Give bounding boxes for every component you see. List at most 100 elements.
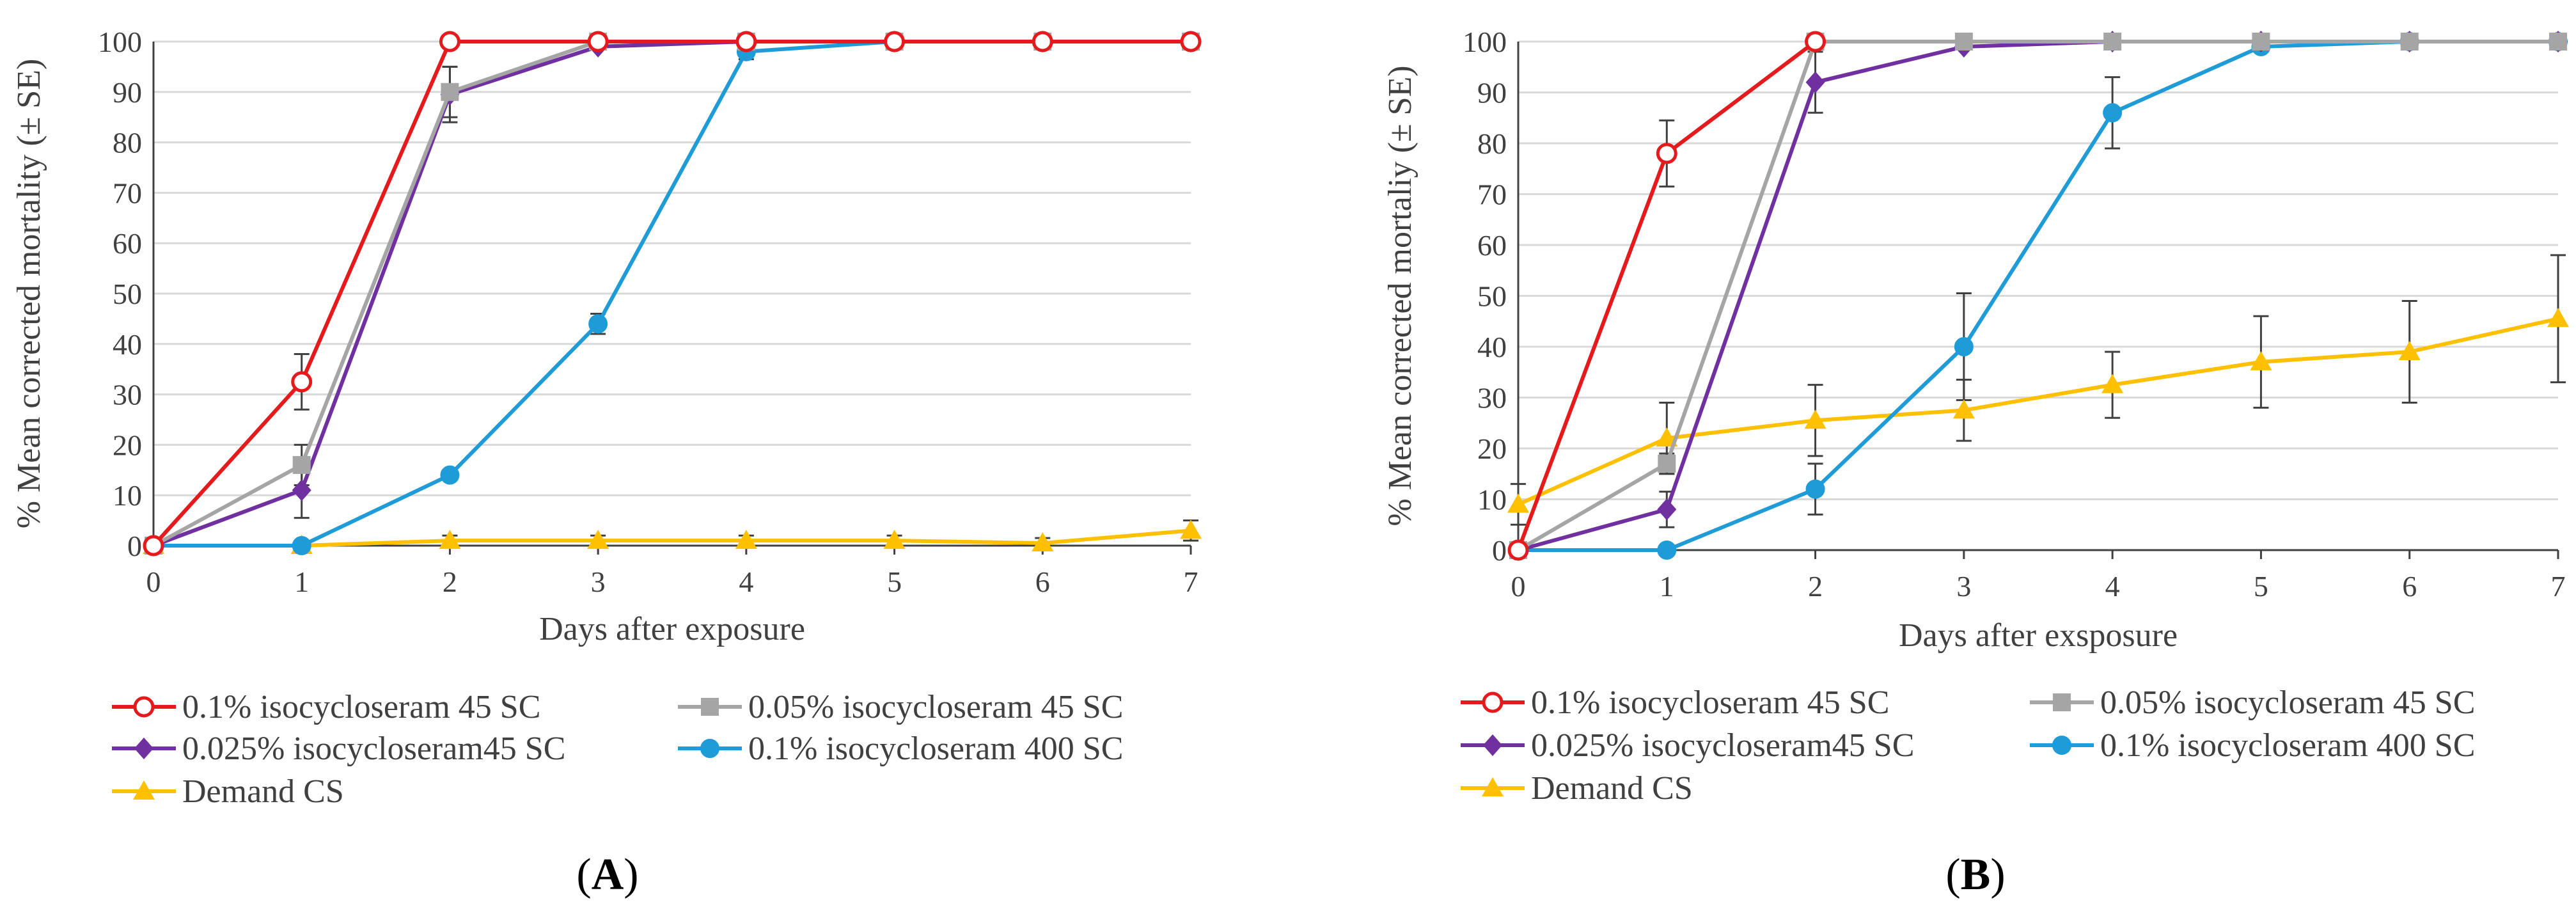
chart-b-legend-item-0-05-isocycloseram-45-sc: 0.05% isocycloseram 45 SC bbox=[2030, 684, 2475, 721]
chart-a-point-0-1-isocycloseram-45-sc-5 bbox=[884, 31, 906, 52]
chart-a-legend-marker-0-1-isocycloseram-45-sc bbox=[133, 696, 155, 718]
chart-b-xtick-7: 7 bbox=[2551, 570, 2566, 603]
chart-b-point-0-05-isocycloseram-45-sc-4 bbox=[2103, 33, 2122, 51]
chart-b-legend-item-0-025-isocycloseram45-sc: 0.025% isocycloseram45 SC bbox=[1461, 727, 1914, 764]
chart-a-panel-label: (A) bbox=[576, 850, 638, 899]
chart-b-xtick-5: 5 bbox=[2254, 570, 2268, 603]
chart-a-grid bbox=[153, 40, 1191, 496]
chart-b-ytick-0: 0 bbox=[1492, 534, 1507, 567]
chart-a-xtick-5: 5 bbox=[887, 565, 902, 598]
chart-b-grid bbox=[1518, 40, 2558, 500]
chart-a-ytick-20: 20 bbox=[113, 429, 142, 461]
chart-panel-b: 0 10 20 30 40 50 60 70 80 90 100 0 1 2 3 4 5 6 7 Days after… bbox=[1288, 0, 2576, 913]
chart-a-point-demand-cs-5 bbox=[883, 530, 906, 549]
chart-b-point-0-05-isocycloseram-45-sc-7 bbox=[2549, 33, 2567, 51]
chart-a-xtick-6: 6 bbox=[1035, 565, 1050, 598]
chart-a-point-0-1-isocycloseram-45-sc-4 bbox=[735, 31, 757, 52]
chart-a-ytick-0: 0 bbox=[127, 530, 142, 562]
chart-a-point-0-05-isocycloseram-45-sc-1 bbox=[292, 455, 311, 474]
chart-b-point-0-1-isocycloseram-400-sc-2 bbox=[1805, 479, 1825, 499]
chart-a-point-demand-cs-6 bbox=[1032, 532, 1054, 552]
chart-b-point-demand-cs-2 bbox=[1804, 409, 1826, 429]
chart-b-legend-label-0-025-isocycloseram45-sc: 0.025% isocycloseram45 SC bbox=[1531, 727, 1914, 764]
chart-a-point-0-1-isocycloseram-400-sc-1 bbox=[292, 536, 311, 555]
chart-b-ytick-20: 20 bbox=[1477, 432, 1507, 465]
chart-b-ytick-90: 90 bbox=[1477, 77, 1507, 109]
chart-b-legend-label-0-1-isocycloseram-45-sc: 0.1% isocycloseram 45 SC bbox=[1531, 684, 1889, 721]
chart-b-point-0-025-isocycloseram45-sc-2 bbox=[1805, 71, 1825, 93]
chart-a-xtick-4: 4 bbox=[739, 565, 753, 598]
chart-a-legend-item-demand-cs: Demand CS bbox=[112, 773, 344, 810]
chart-b-xtick-4: 4 bbox=[2105, 570, 2120, 603]
chart-a-point-0-1-isocycloseram-45-sc-2 bbox=[439, 31, 460, 52]
chart-b-ytick-10: 10 bbox=[1477, 484, 1507, 516]
chart-a-legend-marker-0-025-isocycloseram45-sc bbox=[134, 738, 153, 759]
chart-b-ylabel: % Mean corrected mortaliy (± SE) bbox=[1382, 65, 1418, 526]
chart-b-ytick-50: 50 bbox=[1477, 280, 1507, 313]
chart-a-xtick-3: 3 bbox=[591, 565, 606, 598]
chart-b-ytick-70: 70 bbox=[1477, 178, 1507, 211]
chart-b-point-0-1-isocycloseram-400-sc-1 bbox=[1657, 541, 1677, 560]
chart-a-legend-item-0-025-isocycloseram45-sc: 0.025% isocycloseram45 SC bbox=[112, 730, 565, 767]
chart-a-xlabel: Days after exposure bbox=[539, 611, 805, 647]
chart-b-legend-label-0-05-isocycloseram-45-sc: 0.05% isocycloseram 45 SC bbox=[2100, 684, 2475, 721]
chart-a-point-0-1-isocycloseram-400-sc-3 bbox=[588, 314, 608, 334]
chart-a-point-demand-cs-7 bbox=[1180, 519, 1202, 539]
chart-b-point-demand-cs-5 bbox=[2250, 351, 2272, 370]
chart-a-ytick-10: 10 bbox=[113, 479, 142, 512]
chart-b-legend: 0.1% isocycloseram 45 SC 0.05% isocyclose… bbox=[1461, 684, 2475, 807]
chart-b-legend-marker-0-1-isocycloseram-45-sc bbox=[1482, 691, 1504, 713]
chart-b-ytick-30: 30 bbox=[1477, 382, 1507, 415]
chart-a-line-0-1-isocycloseram-45-sc bbox=[152, 40, 1191, 548]
chart-b-xtick-0: 0 bbox=[1511, 570, 1526, 603]
chart-a-ytick-80: 80 bbox=[113, 127, 142, 159]
chart-b-point-demand-cs-0 bbox=[1507, 493, 1529, 513]
chart-b-point-0-05-isocycloseram-45-sc-3 bbox=[1954, 33, 1973, 51]
chart-b-legend-marker-0-025-isocycloseram45-sc bbox=[1483, 734, 1502, 756]
chart-b-legend-label-demand-cs: Demand CS bbox=[1531, 770, 1693, 807]
chart-a-ylabel: % Mean corrected mortality (± SE) bbox=[11, 59, 47, 529]
chart-a-xtick-2: 2 bbox=[443, 565, 457, 598]
chart-b-xtick-3: 3 bbox=[1956, 570, 1971, 603]
chart-b-point-0-05-isocycloseram-45-sc-5 bbox=[2252, 33, 2270, 51]
chart-b-point-0-025-isocycloseram45-sc-1 bbox=[1657, 498, 1677, 521]
chart-b-panel-label: (B) bbox=[1945, 850, 2005, 899]
chart-b-legend-label-0-1-isocycloseram-400-sc: 0.1% isocycloseram 400 SC bbox=[2100, 727, 2475, 764]
chart-a-legend-marker-demand-cs bbox=[133, 780, 155, 800]
chart-a-line-demand-cs bbox=[153, 528, 1191, 548]
chart-a-legend-label-demand-cs: Demand CS bbox=[182, 773, 344, 810]
chart-a-point-demand-cs-2 bbox=[439, 530, 461, 549]
chart-a-ytick-40: 40 bbox=[113, 328, 142, 361]
chart-a-legend-label-0-1-isocycloseram-400-sc: 0.1% isocycloseram 400 SC bbox=[748, 730, 1123, 767]
chart-a-legend-marker-0-1-isocycloseram-400-sc bbox=[700, 739, 719, 758]
chart-b-point-0-1-isocycloseram-400-sc-4 bbox=[2103, 103, 2123, 123]
chart-b-ytick-100: 100 bbox=[1463, 26, 1507, 58]
chart-a-legend-label-0-025-isocycloseram45-sc: 0.025% isocycloseram45 SC bbox=[182, 730, 565, 767]
chart-b-point-demand-cs-7 bbox=[2547, 308, 2569, 328]
chart-a-errorbars bbox=[294, 43, 1198, 547]
chart-a-svg: 0 10 20 30 40 50 60 70 80 90 100 0 1 2 3 4 5 6 7 Days after… bbox=[11, 26, 1202, 899]
chart-a-ytick-50: 50 bbox=[113, 278, 142, 310]
chart-a-legend-item-0-05-isocycloseram-45-sc: 0.05% isocycloseram 45 SC bbox=[678, 689, 1123, 725]
chart-a-ytick-90: 90 bbox=[113, 76, 142, 109]
chart-b-point-demand-cs-6 bbox=[2398, 340, 2421, 360]
chart-a-xtick-0: 0 bbox=[146, 565, 161, 598]
chart-a-legend-marker-0-05-isocycloseram-45-sc bbox=[701, 698, 719, 716]
chart-b-point-demand-cs-4 bbox=[2101, 374, 2124, 393]
chart-b-point-demand-cs-3 bbox=[1952, 399, 1975, 419]
chart-a-point-demand-cs-4 bbox=[735, 530, 757, 549]
chart-b-xlabel: Days after exsposure bbox=[1899, 617, 2178, 654]
chart-a-xtick-1: 1 bbox=[294, 565, 309, 598]
chart-a-ytick-60: 60 bbox=[113, 227, 142, 260]
chart-b-point-demand-cs-1 bbox=[1656, 427, 1678, 447]
chart-a-legend-item-0-1-isocycloseram-45-sc: 0.1% isocycloseram 45 SC bbox=[112, 689, 540, 725]
chart-a-point-0-1-isocycloseram-45-sc-1 bbox=[291, 371, 313, 393]
chart-b-point-0-1-isocycloseram-400-sc-3 bbox=[1954, 337, 1974, 356]
chart-b-point-0-1-isocycloseram-45-sc-2 bbox=[1805, 31, 1826, 52]
chart-a-point-0-1-isocycloseram-45-sc-3 bbox=[587, 31, 609, 52]
chart-a-ytick-30: 30 bbox=[113, 379, 142, 411]
chart-b-xtick-6: 6 bbox=[2402, 570, 2417, 603]
chart-b-legend-marker-0-1-isocycloseram-400-sc bbox=[2052, 736, 2071, 755]
chart-b-legend-marker-0-05-isocycloseram-45-sc bbox=[2053, 693, 2071, 711]
chart-b-svg: 0 10 20 30 40 50 60 70 80 90 100 0 1 2 3 4 5 6 7 Days after… bbox=[1382, 26, 2569, 899]
